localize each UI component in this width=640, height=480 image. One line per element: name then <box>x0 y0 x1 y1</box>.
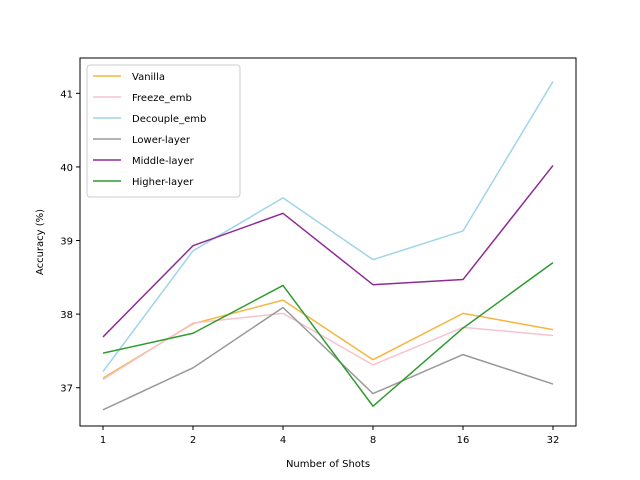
y-tick-label-37: 37 <box>60 384 73 395</box>
legend-box <box>86 64 241 198</box>
series-lower-layer <box>102 306 554 411</box>
legend-label-middle-layer: Middle-layer <box>132 156 195 167</box>
y-axis-label: Accuracy (%) <box>35 209 46 275</box>
series-line-lower-layer <box>102 306 554 411</box>
x-axis: 1 2 4 8 16 32 <box>100 426 560 446</box>
series-layer <box>102 81 554 411</box>
series-decouple-emb <box>102 81 554 372</box>
series-line-middle-layer <box>102 164 554 338</box>
x-tick-label-2: 2 <box>190 435 196 446</box>
legend-label-higher-layer: Higher-layer <box>132 177 194 188</box>
legend: Vanilla Freeze_emb Decouple_emb Lower-layer… <box>86 64 241 198</box>
plot-frame <box>79 57 577 427</box>
legend-label-lower-layer: Lower-layer <box>132 135 191 146</box>
x-tick-label-16: 16 <box>457 435 470 446</box>
legend-label-decouple-emb: Decouple_emb <box>132 114 206 125</box>
y-tick-label-38: 38 <box>60 310 73 321</box>
legend-label-freeze-emb: Freeze_emb <box>132 93 192 104</box>
series-line-decouple-emb <box>102 81 554 372</box>
x-tick-label-32: 32 <box>547 435 560 446</box>
x-tick-label-8: 8 <box>370 435 376 446</box>
y-tick-label-39: 39 <box>60 237 73 248</box>
y-tick-label-41: 41 <box>60 89 73 100</box>
series-line-freeze-emb <box>102 312 554 381</box>
x-tick-label-4: 4 <box>280 435 286 446</box>
series-line-higher-layer <box>102 262 554 407</box>
legend-label-vanilla: Vanilla <box>132 72 165 83</box>
y-axis: 37 38 39 40 41 <box>60 89 80 395</box>
x-axis-label: Number of Shots <box>286 459 370 470</box>
y-tick-label-40: 40 <box>60 163 73 174</box>
series-middle-layer <box>102 164 554 338</box>
series-higher-layer <box>102 262 554 407</box>
x-tick-label-1: 1 <box>100 435 106 446</box>
